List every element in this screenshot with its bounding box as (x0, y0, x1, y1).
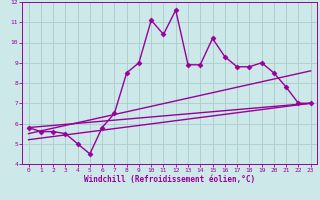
X-axis label: Windchill (Refroidissement éolien,°C): Windchill (Refroidissement éolien,°C) (84, 175, 255, 184)
